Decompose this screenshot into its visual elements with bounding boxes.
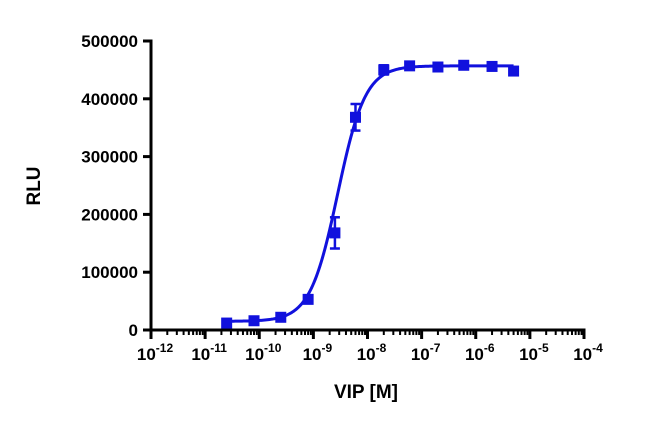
data-point — [221, 317, 233, 329]
x-tick-base: 10 — [573, 345, 592, 364]
x-tick-base: 10 — [303, 345, 322, 364]
fit-curve-layer — [226, 64, 514, 323]
y-tick-label: 0 — [129, 321, 138, 340]
x-tick-base: 10 — [191, 345, 210, 364]
x-tick-label: 10-10 — [245, 341, 282, 364]
y-tick-label: 200000 — [81, 205, 138, 224]
data-point — [458, 59, 470, 71]
data-point — [404, 60, 416, 72]
x-tick-exponent: -6 — [484, 341, 495, 355]
data-point — [302, 293, 314, 305]
data-point — [432, 61, 444, 73]
y-tick-label: 400000 — [81, 90, 138, 109]
x-tick-label: 10-12 — [137, 341, 174, 364]
x-tick-exponent: -7 — [430, 341, 441, 355]
x-tick-base: 10 — [519, 345, 538, 364]
x-tick-label: 10-4 — [573, 341, 603, 364]
data-point — [508, 65, 520, 77]
y-axis: 0 100000 200000 300000 400000 500000 — [81, 32, 153, 340]
x-tick-label: 10-9 — [303, 341, 333, 364]
x-tick-exponent: -10 — [264, 341, 282, 355]
x-tick-base: 10 — [245, 345, 264, 364]
x-tick-base: 10 — [357, 345, 376, 364]
y-axis-title: RLU — [24, 166, 45, 205]
x-tick-base: 10 — [411, 345, 430, 364]
x-tick-label: 10-8 — [357, 341, 387, 364]
y-tick-label: 100000 — [81, 263, 138, 282]
data-point — [486, 60, 498, 72]
x-tick-label: 10-11 — [191, 341, 227, 364]
x-tick-exponent: -5 — [538, 341, 549, 355]
y-tick-label: 300000 — [81, 148, 138, 167]
x-axis: 10-12 10-11 10-10 10-9 10-8 10-7 10-6 10-5 10-4 — [137, 328, 603, 364]
data-point — [349, 111, 361, 123]
x-tick-exponent: -12 — [156, 341, 174, 355]
data-point — [329, 227, 341, 239]
x-tick-exponent: -8 — [376, 341, 387, 355]
x-axis-title: VIP [M] — [334, 382, 398, 403]
x-tick-base: 10 — [137, 345, 156, 364]
x-tick-base: 10 — [465, 345, 484, 364]
data-point — [378, 64, 390, 76]
fit-curve — [226, 64, 514, 323]
y-tick-label: 500000 — [81, 32, 138, 51]
x-tick-label: 10-7 — [411, 341, 441, 364]
x-tick-exponent: -9 — [322, 341, 333, 355]
x-tick-label: 10-6 — [465, 341, 495, 364]
x-tick-exponent: -11 — [210, 341, 227, 355]
x-tick-label: 10-5 — [519, 341, 549, 364]
data-point — [275, 311, 287, 323]
x-tick-exponent: -4 — [592, 341, 603, 355]
data-point — [248, 315, 260, 327]
data-points-layer — [221, 59, 520, 329]
